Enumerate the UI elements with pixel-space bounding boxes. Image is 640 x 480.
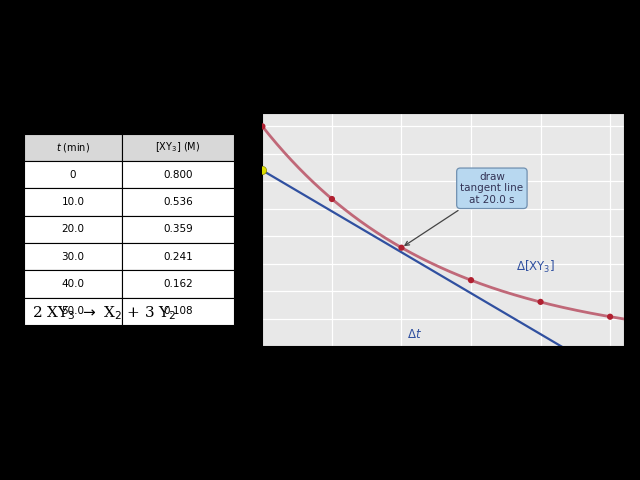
Text: 0.241: 0.241 xyxy=(163,252,193,262)
Point xyxy=(466,276,476,284)
Text: 43 min: 43 min xyxy=(354,403,402,417)
Bar xyxy=(24,188,122,216)
Text: $[\mathrm{XY}_3]$ (M): $[\mathrm{XY}_3]$ (M) xyxy=(156,140,200,154)
Text: 40.0: 40.0 xyxy=(61,279,84,289)
X-axis label: $t$  (min): $t$ (min) xyxy=(420,368,467,383)
Bar xyxy=(24,270,122,298)
Text: draw
tangent line
at 20.0 s: draw tangent line at 20.0 s xyxy=(405,172,524,245)
Text: $\Delta[\mathrm{XY}_3]$: $\Delta[\mathrm{XY}_3]$ xyxy=(188,363,234,380)
Point xyxy=(605,313,615,321)
Text: 0.359: 0.359 xyxy=(163,224,193,234)
Point xyxy=(396,244,406,252)
Bar xyxy=(122,188,234,216)
Text: 0: 0 xyxy=(70,169,76,180)
Text: $= \ -$: $= \ -$ xyxy=(262,384,301,398)
Text: 50.0: 50.0 xyxy=(61,306,84,316)
Text: 0.64 M: 0.64 M xyxy=(354,365,401,379)
Bar xyxy=(24,298,122,325)
Text: (M): (M) xyxy=(188,181,207,194)
Bar xyxy=(24,133,122,161)
Text: 20.0: 20.0 xyxy=(61,224,84,234)
Bar xyxy=(122,133,234,161)
Text: Determine the instantaneous: Determine the instantaneous xyxy=(17,76,190,90)
Point xyxy=(257,167,268,174)
Point xyxy=(257,122,268,130)
Text: 30.0: 30.0 xyxy=(61,252,84,262)
Bar xyxy=(122,243,234,270)
Text: 0.108: 0.108 xyxy=(163,306,193,316)
Bar xyxy=(122,270,234,298)
Text: $[\mathrm{XY}_3]$: $[\mathrm{XY}_3]$ xyxy=(181,151,214,168)
Text: $\Delta[\mathrm{XY}_3]$: $\Delta[\mathrm{XY}_3]$ xyxy=(515,259,555,275)
Text: 0.800: 0.800 xyxy=(163,169,193,180)
Text: 0.536: 0.536 xyxy=(163,197,193,207)
Text: 0.162: 0.162 xyxy=(163,279,193,289)
Text: rate of reaction at 20.0 s.: rate of reaction at 20.0 s. xyxy=(17,107,167,120)
Text: $\Delta t$: $\Delta t$ xyxy=(407,328,422,341)
Bar xyxy=(122,216,234,243)
Bar xyxy=(122,298,234,325)
Text: 2 XY$_3$ $\rightarrow$ X$_2$ + 3 Y$_2$: 2 XY$_3$ $\rightarrow$ X$_2$ + 3 Y$_2$ xyxy=(32,305,177,323)
Bar xyxy=(24,161,122,188)
Point xyxy=(327,195,337,203)
Point xyxy=(536,298,546,306)
Text: $\Delta t$: $\Delta t$ xyxy=(202,403,220,417)
Text: 10.0: 10.0 xyxy=(61,197,84,207)
Bar xyxy=(24,243,122,270)
Bar xyxy=(24,216,122,243)
Bar xyxy=(122,161,234,188)
Text: $t$ (min): $t$ (min) xyxy=(56,141,90,154)
